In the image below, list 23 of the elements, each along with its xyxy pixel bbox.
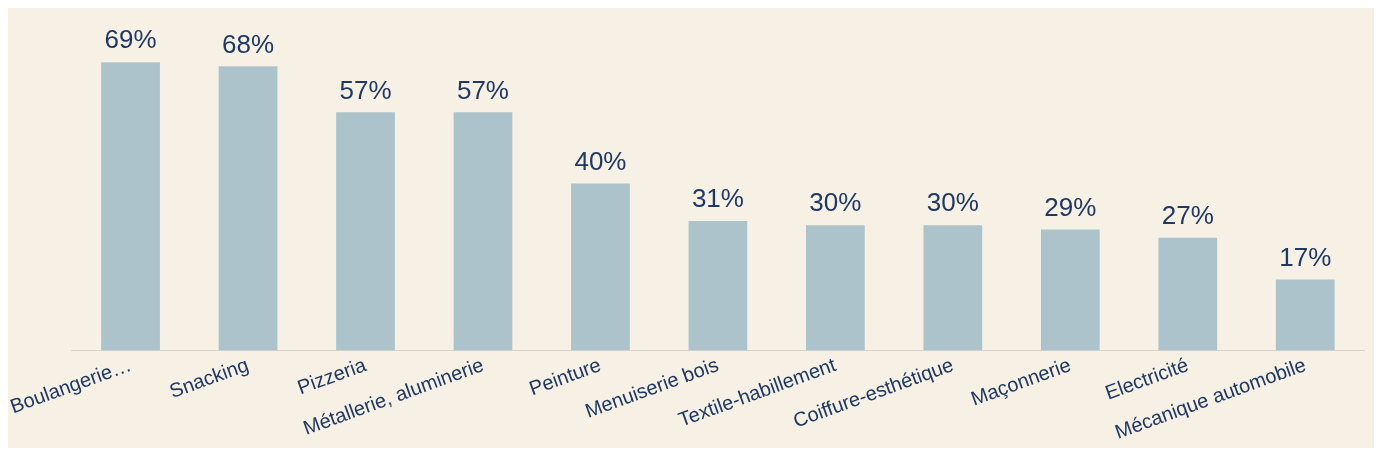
bar	[571, 183, 630, 351]
data-label: 57%	[456, 74, 509, 105]
bar	[688, 221, 748, 351]
data-label: 69%	[104, 24, 157, 55]
bar	[806, 225, 865, 351]
bar	[923, 225, 983, 351]
data-label: 40%	[574, 145, 627, 176]
bar	[1158, 237, 1218, 351]
bar	[218, 66, 278, 351]
data-label: 29%	[1044, 191, 1097, 222]
data-label: 30%	[809, 187, 862, 218]
data-label: 57%	[339, 74, 392, 105]
bar	[1275, 279, 1335, 351]
bar	[101, 62, 160, 351]
bar	[336, 112, 395, 351]
data-label: 17%	[1279, 241, 1332, 272]
data-label: 27%	[1161, 199, 1214, 230]
x-tick-label: Pizzeria	[294, 352, 370, 399]
data-label: 30%	[926, 187, 979, 218]
bar	[1040, 229, 1100, 351]
data-label: 68%	[222, 28, 275, 59]
bar	[453, 112, 513, 351]
data-label: 31%	[691, 183, 744, 214]
